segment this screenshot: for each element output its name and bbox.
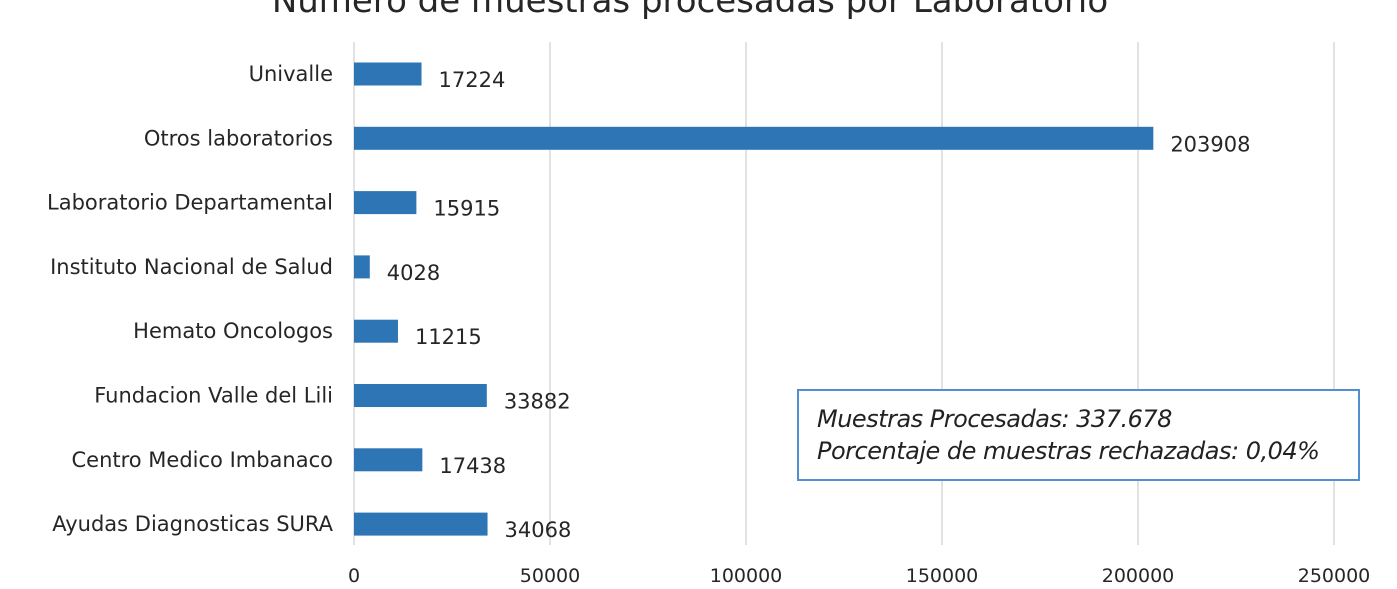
bar xyxy=(354,512,488,536)
category-label: Fundacion Valle del Lili xyxy=(94,384,333,408)
x-tick-label: 0 xyxy=(348,565,360,587)
category-label: Univalle xyxy=(249,62,333,86)
bar xyxy=(354,62,422,86)
data-label: 17224 xyxy=(439,68,506,92)
x-tick-label: 100000 xyxy=(710,565,783,587)
processed-samples-text: Muestras Procesadas: 337.678 xyxy=(817,405,1172,433)
chart-title: Número de muestras procesadas por Labora… xyxy=(272,0,1108,21)
bar xyxy=(354,384,487,407)
data-label: 33882 xyxy=(504,390,571,414)
data-label: 4028 xyxy=(387,261,440,285)
category-label: Ayudas Diagnosticas SURA xyxy=(52,512,333,536)
category-label: Instituto Nacional de Salud xyxy=(50,255,333,279)
bars xyxy=(354,62,1154,536)
bar xyxy=(354,319,398,343)
bar xyxy=(354,126,1154,150)
bar xyxy=(354,448,423,472)
data-label: 34068 xyxy=(505,518,572,542)
data-label: 203908 xyxy=(1170,132,1250,156)
category-label: Centro Medico Imbanaco xyxy=(71,448,333,472)
summary-annotation-box: Muestras Procesadas: 337.678 Porcentaje … xyxy=(797,389,1360,481)
bar xyxy=(354,255,370,279)
x-tick-label: 150000 xyxy=(906,565,979,587)
x-tick-label: 250000 xyxy=(1298,565,1371,587)
data-label: 15915 xyxy=(433,197,500,221)
value-labels: 17224 203908 15915 4028 11215 33882 17438 34068 xyxy=(387,68,1251,542)
bar xyxy=(354,191,417,215)
data-label: 11215 xyxy=(415,325,482,349)
category-label: Hemato Oncologos xyxy=(133,319,333,343)
x-tick-label: 200000 xyxy=(1102,565,1175,587)
rejected-percentage-text: Porcentaje de muestras rechazadas: 0,04% xyxy=(817,437,1320,465)
x-axis-ticks: 0 50000 100000 150000 200000 250000 xyxy=(348,565,1370,587)
category-labels: Univalle Otros laboratorios Laboratorio De… xyxy=(47,62,334,536)
category-label: Laboratorio Departamental xyxy=(47,191,333,215)
data-label: 17438 xyxy=(439,454,506,478)
category-label: Otros laboratorios xyxy=(144,126,333,150)
x-tick-label: 50000 xyxy=(520,565,580,587)
